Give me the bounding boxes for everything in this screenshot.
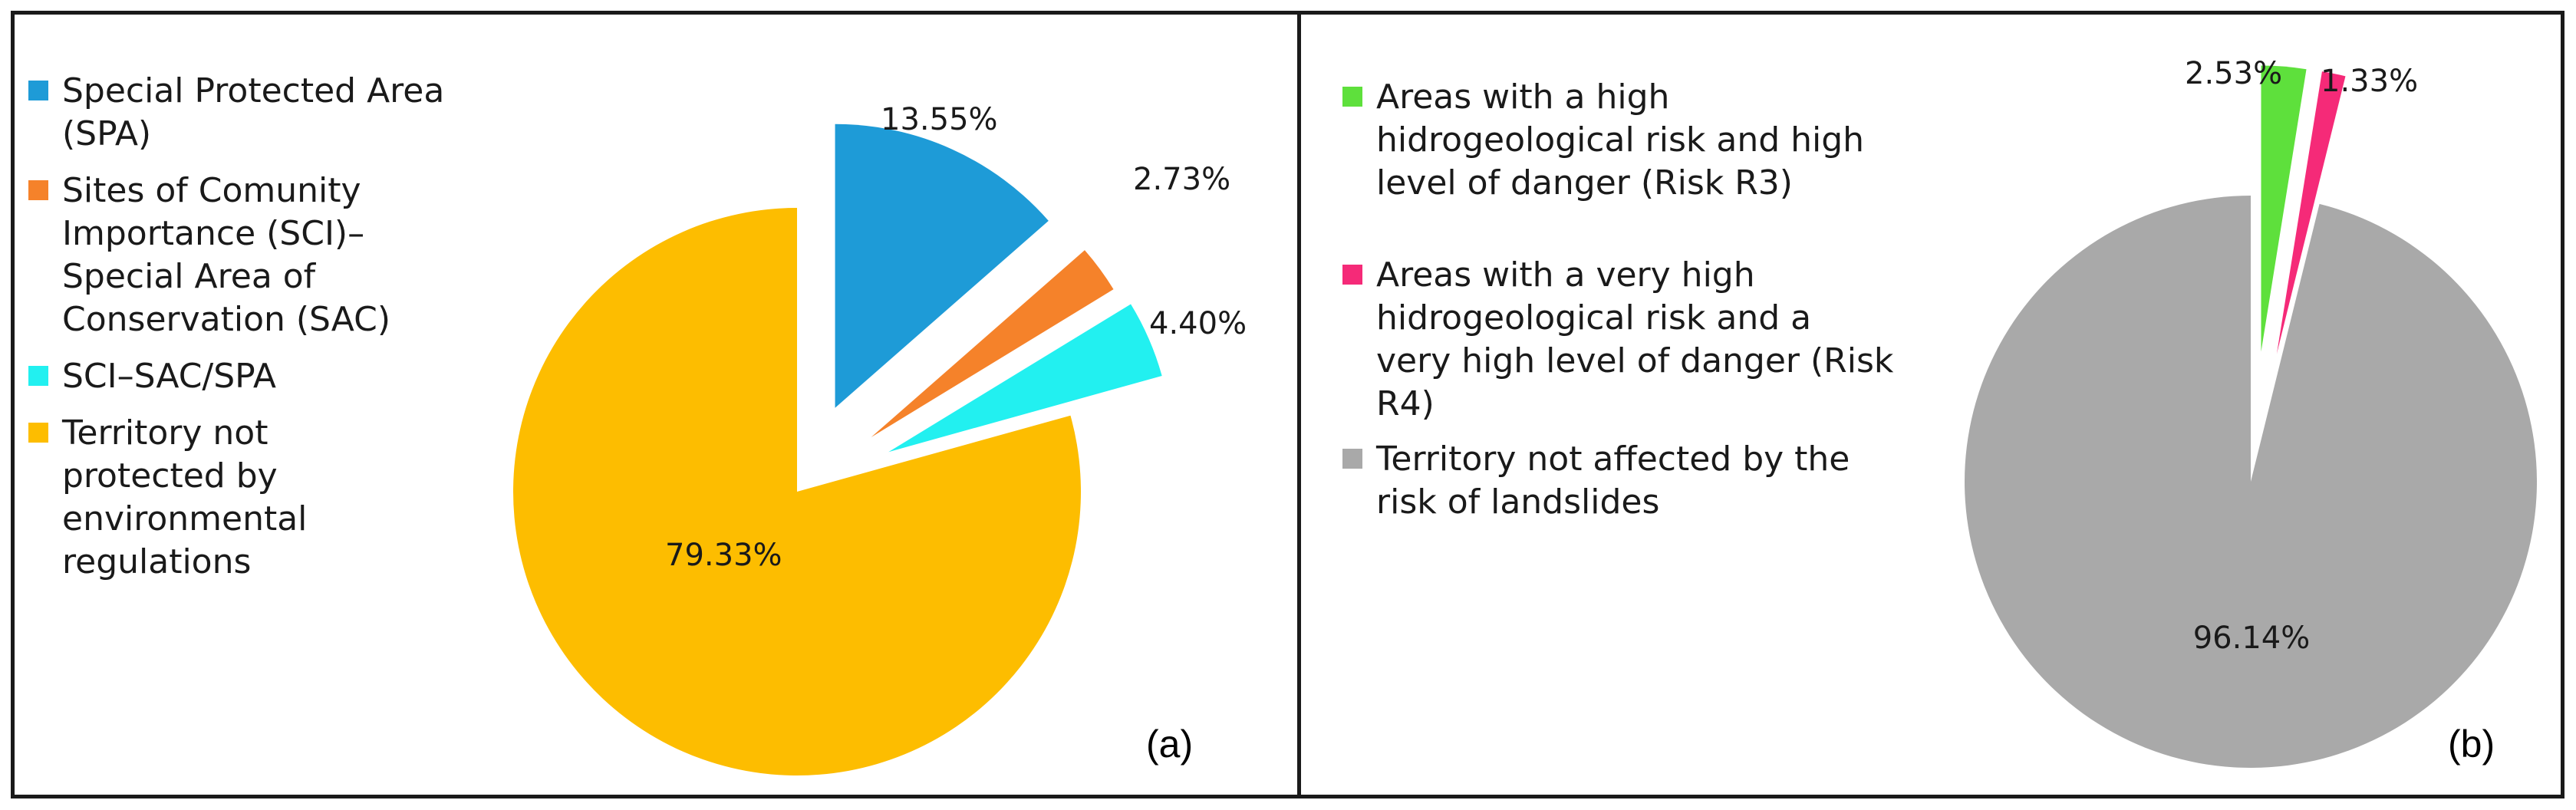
pie-slice-sites-of-comunity-importance-sci-special bbox=[871, 250, 1114, 437]
data-label: 13.55% bbox=[881, 102, 998, 137]
legend-swatch bbox=[1342, 265, 1362, 285]
legend-swatch bbox=[28, 366, 48, 386]
legend-swatch bbox=[1342, 449, 1362, 469]
legend-label: Sites of Comunity Importance (SCI)– Spec… bbox=[62, 171, 391, 339]
legend-label: SCI–SAC/SPA bbox=[62, 357, 276, 396]
chart-panel-b: 2.53% 1.33% 96.14% Areas with a high hidro… bbox=[1297, 11, 2564, 798]
data-label: 2.53% bbox=[2185, 56, 2282, 91]
legend-swatch bbox=[28, 180, 48, 200]
legend-label: Areas with a high hidrogeological risk a… bbox=[1376, 77, 1865, 202]
legend-label: Areas with a very high hidrogeological r… bbox=[1376, 255, 1894, 423]
legend-item: Territory not protected by environmental… bbox=[28, 412, 519, 584]
pie-slice-areas-with-a-very-high-hidrogeological-r bbox=[2276, 71, 2346, 354]
pie-slice-territory-not-protected-by-environmental bbox=[513, 208, 1081, 776]
legend-item: Sites of Comunity Importance (SCI)– Spec… bbox=[28, 170, 519, 341]
chart-panel-a: 13.55% 2.73% 4.40% 79.33% Special Protected… bbox=[11, 11, 1301, 798]
legend-label: Territory not affected by the risk of la… bbox=[1376, 440, 1850, 522]
legend-swatch bbox=[28, 423, 48, 443]
legend-label: Territory not protected by environmental… bbox=[62, 413, 308, 581]
legend-item: Areas with a very high hidrogeological r… bbox=[1342, 254, 1925, 426]
pie-slice-territory-not-affected-by-the-risk-of-la bbox=[1965, 196, 2537, 769]
legend-item: SCI–SAC/SPA bbox=[28, 355, 519, 398]
legend-label: Special Protected Area (SPA) bbox=[62, 71, 445, 153]
legend-b: Areas with a high hidrogeological risk a… bbox=[1342, 76, 1925, 524]
data-label: 1.33% bbox=[2321, 64, 2418, 99]
pie-slice-sci-sac-spa bbox=[888, 304, 1162, 453]
data-label: 79.33% bbox=[665, 538, 782, 573]
panel-label-a: (a) bbox=[1146, 723, 1194, 766]
legend-swatch bbox=[28, 81, 48, 100]
legend-item: Areas with a high hidrogeological risk a… bbox=[1342, 76, 1925, 205]
legend-a: Special Protected Area (SPA) Sites of Co… bbox=[28, 70, 519, 584]
pie-chart-a: 13.55% 2.73% 4.40% 79.33% bbox=[513, 102, 1247, 776]
legend-item: Territory not affected by the risk of la… bbox=[1342, 438, 1925, 524]
data-label: 2.73% bbox=[1133, 162, 1230, 197]
data-label: 96.14% bbox=[2193, 621, 2311, 656]
pie-chart-b: 2.53% 1.33% 96.14% bbox=[1965, 56, 2537, 769]
data-label: 4.40% bbox=[1149, 306, 1247, 341]
legend-item: Special Protected Area (SPA) bbox=[28, 70, 519, 156]
panel-label-b: (b) bbox=[2448, 723, 2495, 766]
pie-slice-areas-with-a-high-hidrogeological-risk-a bbox=[2261, 65, 2307, 352]
pie-slice-special-protected-area-spa bbox=[835, 123, 1049, 408]
legend-swatch bbox=[1342, 87, 1362, 107]
